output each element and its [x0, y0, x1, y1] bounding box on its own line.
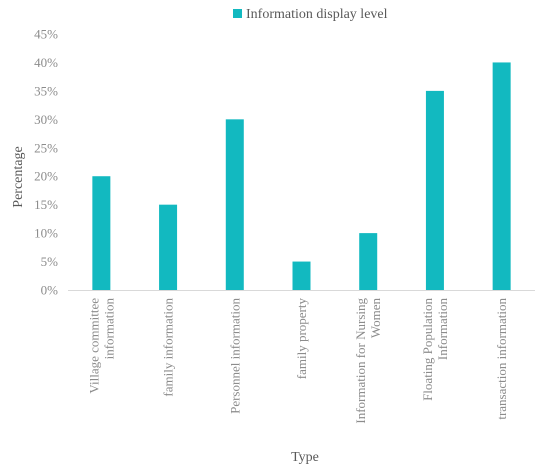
x-tick-label-line: Women [368, 298, 383, 339]
y-axis-ticks: 0% 5% 10% 15% 20% 25% 30% 35% 40% 45% [34, 27, 58, 298]
bar [425, 90, 444, 290]
x-tick-label-line: Information for Nursing [353, 298, 368, 424]
x-tick-label-line: information [101, 298, 116, 360]
legend: Information display level [233, 7, 388, 22]
bars [92, 62, 511, 290]
x-tick-label-line: Village committee [86, 298, 101, 394]
x-tick-label-line: family information [161, 298, 176, 397]
x-axis-category-labels: Village committee information family infor… [86, 298, 509, 424]
y-tick-label: 30% [34, 112, 58, 127]
bar [225, 119, 244, 290]
x-tick-label-line: family property [294, 298, 309, 380]
y-tick-label: 10% [34, 226, 58, 241]
legend-swatch [233, 9, 242, 18]
bar [359, 233, 378, 290]
x-tick-label-line: Information [435, 298, 450, 361]
x-axis-title: Type [291, 450, 319, 465]
x-tick-label: family property [294, 298, 309, 380]
x-tick-label: Floating Population Information [420, 298, 450, 401]
y-tick-label: 5% [41, 254, 59, 269]
bar [159, 204, 178, 290]
x-tick-label: family information [161, 298, 176, 397]
y-tick-label: 35% [34, 83, 58, 98]
y-tick-label: 20% [34, 169, 58, 184]
y-tick-label: 40% [34, 55, 58, 70]
bar [292, 261, 311, 290]
x-tick-label: Information for Nursing Women [353, 298, 383, 424]
y-tick-label: 15% [34, 197, 58, 212]
y-tick-label: 45% [34, 27, 58, 42]
legend-label: Information display level [246, 7, 388, 22]
x-tick-label: Personnel information [227, 298, 242, 414]
x-tick-label: transaction information [494, 298, 509, 420]
x-tick-label-line: Personnel information [227, 298, 242, 414]
y-tick-label: 0% [41, 283, 59, 298]
x-tick-label-line: transaction information [494, 298, 509, 420]
y-tick-label: 25% [34, 140, 58, 155]
x-tick-label-line: Floating Population [420, 298, 435, 401]
y-axis-title: Percentage [11, 146, 26, 207]
x-tick-label: Village committee information [86, 298, 116, 394]
bar [92, 176, 111, 290]
bar [492, 62, 511, 290]
